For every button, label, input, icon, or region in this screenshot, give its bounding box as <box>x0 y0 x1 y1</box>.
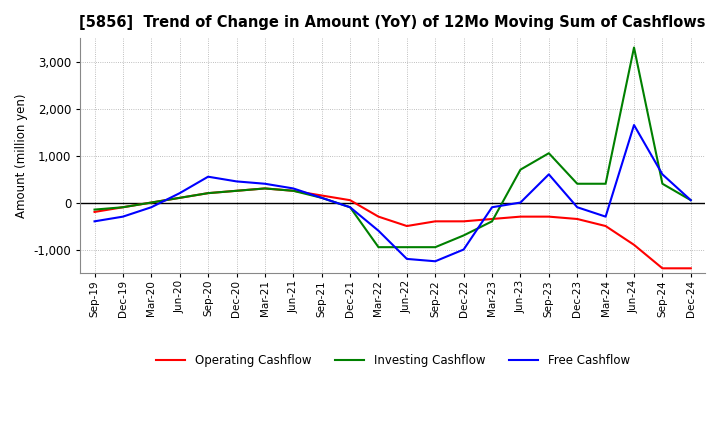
Operating Cashflow <box>119 205 127 210</box>
Investing Cashflow <box>374 245 383 250</box>
Investing Cashflow <box>176 195 184 201</box>
Free Cashflow <box>544 172 553 177</box>
Free Cashflow <box>318 195 326 201</box>
Operating Cashflow <box>147 200 156 205</box>
Investing Cashflow <box>601 181 610 187</box>
Operating Cashflow <box>487 216 496 222</box>
Operating Cashflow <box>459 219 468 224</box>
Free Cashflow <box>204 174 212 180</box>
Operating Cashflow <box>232 188 240 194</box>
Operating Cashflow <box>318 193 326 198</box>
Investing Cashflow <box>232 188 240 194</box>
Operating Cashflow <box>204 191 212 196</box>
Operating Cashflow <box>630 242 639 247</box>
Free Cashflow <box>431 259 440 264</box>
Investing Cashflow <box>402 245 411 250</box>
Investing Cashflow <box>289 188 297 194</box>
Free Cashflow <box>289 186 297 191</box>
Operating Cashflow <box>402 224 411 229</box>
Investing Cashflow <box>204 191 212 196</box>
Operating Cashflow <box>176 195 184 201</box>
Investing Cashflow <box>346 205 354 210</box>
Title: [5856]  Trend of Change in Amount (YoY) of 12Mo Moving Sum of Cashflows: [5856] Trend of Change in Amount (YoY) o… <box>79 15 706 30</box>
Operating Cashflow <box>658 266 667 271</box>
Free Cashflow <box>686 198 695 203</box>
Investing Cashflow <box>147 200 156 205</box>
Line: Operating Cashflow: Operating Cashflow <box>94 188 690 268</box>
Operating Cashflow <box>686 266 695 271</box>
Free Cashflow <box>516 200 525 205</box>
Free Cashflow <box>658 172 667 177</box>
Line: Investing Cashflow: Investing Cashflow <box>94 48 690 247</box>
Free Cashflow <box>147 205 156 210</box>
Investing Cashflow <box>318 195 326 201</box>
Operating Cashflow <box>261 186 269 191</box>
Operating Cashflow <box>601 224 610 229</box>
Investing Cashflow <box>487 219 496 224</box>
Operating Cashflow <box>374 214 383 219</box>
Free Cashflow <box>487 205 496 210</box>
Free Cashflow <box>459 247 468 252</box>
Legend: Operating Cashflow, Investing Cashflow, Free Cashflow: Operating Cashflow, Investing Cashflow, … <box>150 349 634 372</box>
Investing Cashflow <box>686 198 695 203</box>
Investing Cashflow <box>658 181 667 187</box>
Free Cashflow <box>402 256 411 261</box>
Free Cashflow <box>630 122 639 128</box>
Operating Cashflow <box>90 209 99 215</box>
Free Cashflow <box>176 191 184 196</box>
Free Cashflow <box>119 214 127 219</box>
Investing Cashflow <box>90 207 99 212</box>
Investing Cashflow <box>573 181 582 187</box>
Y-axis label: Amount (million yen): Amount (million yen) <box>15 93 28 218</box>
Investing Cashflow <box>261 186 269 191</box>
Operating Cashflow <box>431 219 440 224</box>
Operating Cashflow <box>516 214 525 219</box>
Operating Cashflow <box>573 216 582 222</box>
Free Cashflow <box>601 214 610 219</box>
Free Cashflow <box>374 228 383 233</box>
Investing Cashflow <box>459 233 468 238</box>
Free Cashflow <box>261 181 269 187</box>
Free Cashflow <box>346 205 354 210</box>
Investing Cashflow <box>544 150 553 156</box>
Investing Cashflow <box>516 167 525 172</box>
Investing Cashflow <box>119 205 127 210</box>
Operating Cashflow <box>346 198 354 203</box>
Operating Cashflow <box>544 214 553 219</box>
Investing Cashflow <box>630 45 639 50</box>
Free Cashflow <box>90 219 99 224</box>
Free Cashflow <box>232 179 240 184</box>
Operating Cashflow <box>289 188 297 194</box>
Investing Cashflow <box>431 245 440 250</box>
Line: Free Cashflow: Free Cashflow <box>94 125 690 261</box>
Free Cashflow <box>573 205 582 210</box>
